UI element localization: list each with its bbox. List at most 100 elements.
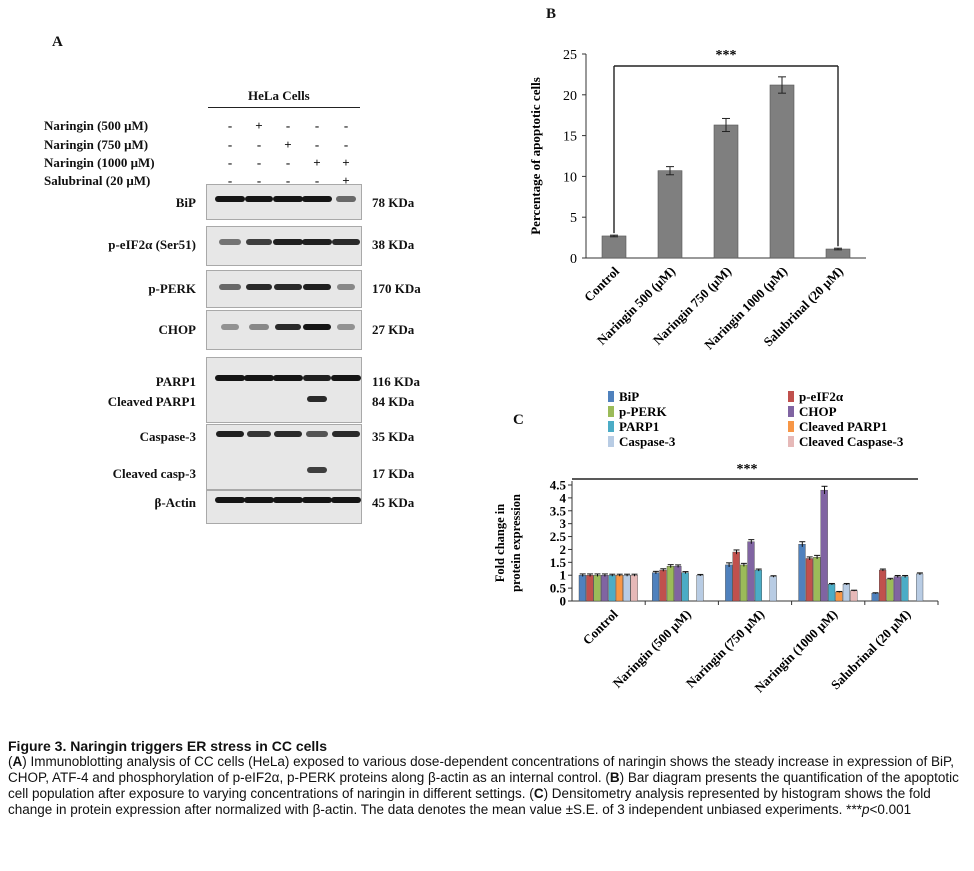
molecular-weight-label: 35 KDa [372, 429, 415, 444]
blot-band [245, 196, 273, 202]
bar [681, 572, 689, 602]
treatment-minus: - [285, 173, 291, 188]
molecular-weight-label: 84 KDa [372, 394, 415, 409]
legend-swatch [788, 421, 794, 432]
bar [754, 569, 763, 602]
bar [630, 575, 638, 602]
bar [828, 584, 836, 602]
y-tick-label: 5 [570, 211, 577, 226]
treatment-label: Salubrinal (20 μM) [44, 173, 151, 188]
panel-b-letter: B [546, 6, 557, 22]
y-axis-label: protein expression [509, 494, 523, 592]
blot-membrane [206, 184, 362, 220]
caption-p-symbol: p [861, 802, 870, 817]
treatment-minus: - [227, 173, 233, 188]
panel-c-letter: C [513, 412, 524, 428]
x-tick-label: Salubrinal (20 μM) [828, 607, 914, 693]
bar [842, 584, 851, 602]
significance-marker: *** [737, 462, 758, 477]
blot-band [273, 196, 303, 202]
bar [901, 576, 909, 602]
treatment-minus: - [285, 155, 291, 170]
blot-band [215, 497, 245, 503]
y-tick-label: 25 [563, 48, 577, 63]
blot-band [221, 324, 239, 330]
treatment-plus: + [342, 173, 350, 188]
significance-marker: *** [716, 48, 737, 63]
y-tick-label: 4.5 [550, 478, 567, 493]
bar [586, 575, 594, 602]
blot-band [303, 375, 331, 381]
blot-band [336, 196, 356, 202]
x-tick-label: Naringin (750 μM) [683, 607, 767, 691]
y-tick-label: 10 [563, 170, 577, 185]
legend-label: Caspase-3 [619, 434, 676, 449]
bar [657, 170, 683, 259]
caption-title: Figure 3. Naringin triggers ER stress in… [8, 738, 327, 754]
legend-label: CHOP [799, 404, 837, 419]
bar [593, 575, 601, 602]
blot-band [247, 431, 271, 437]
bar [747, 541, 755, 602]
bar [651, 572, 660, 602]
bar [769, 576, 777, 602]
x-tick-label: Control [580, 606, 621, 647]
treatment-minus: - [227, 118, 233, 133]
blot-band [332, 239, 360, 245]
blot-band [302, 196, 332, 202]
legend-swatch [608, 406, 614, 417]
bar [696, 575, 704, 602]
y-tick-label: 2.5 [550, 529, 567, 544]
y-tick-label: 3.5 [550, 503, 567, 518]
y-tick-label: 1 [560, 568, 567, 583]
bar [805, 558, 814, 602]
blot-band [244, 497, 274, 503]
treatment-minus: - [343, 137, 349, 152]
treatment-plus: + [313, 155, 321, 170]
blot-band [275, 324, 301, 330]
blot-membrane [206, 490, 362, 524]
protein-label: BiP [175, 195, 196, 210]
blot-band [337, 324, 355, 330]
bar [879, 569, 887, 602]
y-tick-label: 20 [563, 89, 577, 104]
blot-band [331, 375, 361, 381]
treatment-minus: - [314, 173, 320, 188]
bar [798, 544, 806, 602]
bar [871, 593, 879, 602]
treatment-plus: + [342, 155, 350, 170]
bar [608, 575, 616, 602]
apoptosis-bar-chart: 0 5 10 15 20 25 Percentage of apoptotic cells C… [528, 48, 866, 352]
treatment-minus: - [256, 173, 262, 188]
blot-band [246, 284, 272, 290]
caption-c-text: ) Densitometry analysis represented by h… [8, 786, 931, 817]
legend-swatch [608, 436, 614, 447]
bar [813, 556, 821, 602]
treatment-label: Naringin (500 μM) [44, 118, 149, 133]
legend-swatch [608, 421, 614, 432]
blot-membrane [206, 310, 362, 350]
bar [615, 575, 624, 602]
bar [623, 575, 631, 602]
cell-line-label: HeLa Cells [248, 88, 310, 103]
bar [732, 551, 740, 602]
treatment-plus: + [284, 137, 292, 152]
treatment-minus: - [314, 118, 320, 133]
protein-label: CHOP [158, 322, 196, 337]
y-tick-label: 0 [570, 252, 577, 267]
bar [769, 84, 795, 259]
molecular-weight-label: 38 KDa [372, 237, 415, 252]
y-tick-label: 4 [560, 490, 567, 505]
treatment-minus: - [256, 155, 262, 170]
blot-band [274, 431, 302, 437]
blot-band [302, 239, 332, 245]
legend-swatch [788, 391, 794, 402]
molecular-weight-label: 17 KDa [372, 466, 415, 481]
blot-band [331, 497, 361, 503]
blot-band [219, 284, 241, 290]
bar [659, 569, 667, 602]
bar [850, 590, 858, 602]
bar [825, 248, 851, 259]
y-tick-label: 15 [563, 130, 577, 145]
molecular-weight-label: 116 KDa [372, 374, 421, 389]
